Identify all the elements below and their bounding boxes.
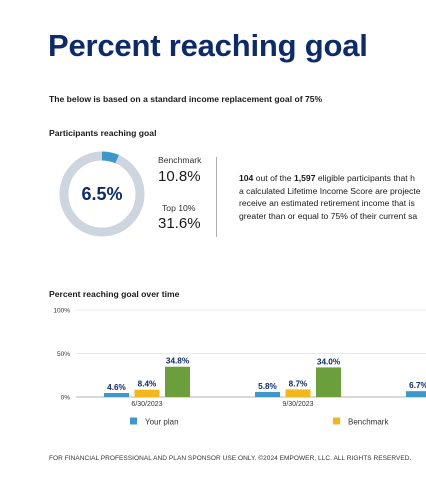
description-line-3: receive an estimated retirement income t… [239, 198, 415, 208]
bar-value-label: 8.4% [138, 380, 157, 389]
legend-label: Benchmark [348, 418, 389, 427]
bar-value-label: 34.0% [317, 357, 341, 366]
top-ten-label: Top 10% [162, 203, 196, 213]
participant-total: 1,597 [293, 173, 316, 183]
y-tick-label: 50% [57, 351, 70, 358]
goal-subtitle: The below is based on a standard income … [49, 94, 323, 104]
bar [285, 389, 311, 397]
benchmark-label: Benchmark [158, 155, 202, 165]
bar-value-label: 5.8% [258, 382, 277, 391]
description-text-2: eligible participants that h [315, 173, 415, 183]
benchmark-value: 10.8% [158, 168, 201, 185]
donut-chart [59, 151, 145, 237]
bar [255, 391, 280, 397]
donut-value: 6.5% [81, 183, 123, 204]
footer-disclaimer: FOR FINANCIAL PROFESSIONAL AND PLAN SPON… [49, 455, 412, 462]
bar [165, 366, 190, 397]
goal-over-time-chart: 0% 50% 100% 4.6% 8.4% 34.8% 6/30/2023 5.8% 8.7% 3… [53, 308, 426, 427]
bar [316, 367, 341, 397]
legend-swatch [130, 417, 137, 425]
y-tick-label: 0% [61, 395, 71, 402]
bar-value-label: 4.6% [107, 383, 126, 392]
bar-value-label: 6.7% [409, 381, 426, 390]
bar-value-label: 8.7% [289, 379, 308, 388]
x-tick-label: 9/30/2023 [282, 401, 313, 408]
top-ten-value: 31.6% [158, 215, 201, 232]
bar-value-label: 34.8% [166, 357, 190, 366]
chart-heading: Percent reaching goal over time [49, 289, 180, 299]
legend-swatch [333, 417, 340, 425]
x-tick-label: 6/30/2023 [131, 401, 162, 408]
participant-count: 104 [239, 173, 254, 183]
stats-divider [216, 157, 217, 237]
bar [104, 392, 129, 397]
page-title: Percent reaching goal [48, 28, 368, 63]
participants-heading: Participants reaching goal [49, 128, 157, 138]
description-text-1: out of the [253, 173, 294, 183]
donut-fill-arc [59, 151, 145, 237]
description-line-2: a calculated Lifetime Income Score are p… [239, 185, 421, 196]
bar [134, 389, 160, 397]
bar [406, 391, 426, 397]
description-line-1: 104 out of the 1,597 eligible participan… [239, 172, 426, 185]
y-tick-label: 100% [53, 308, 70, 315]
description-line-4: greater than or equal to 75% of their cu… [239, 210, 418, 221]
legend-label: Your plan [145, 418, 179, 427]
participants-description: 104 out of the 1,597 eligible participan… [239, 172, 426, 222]
